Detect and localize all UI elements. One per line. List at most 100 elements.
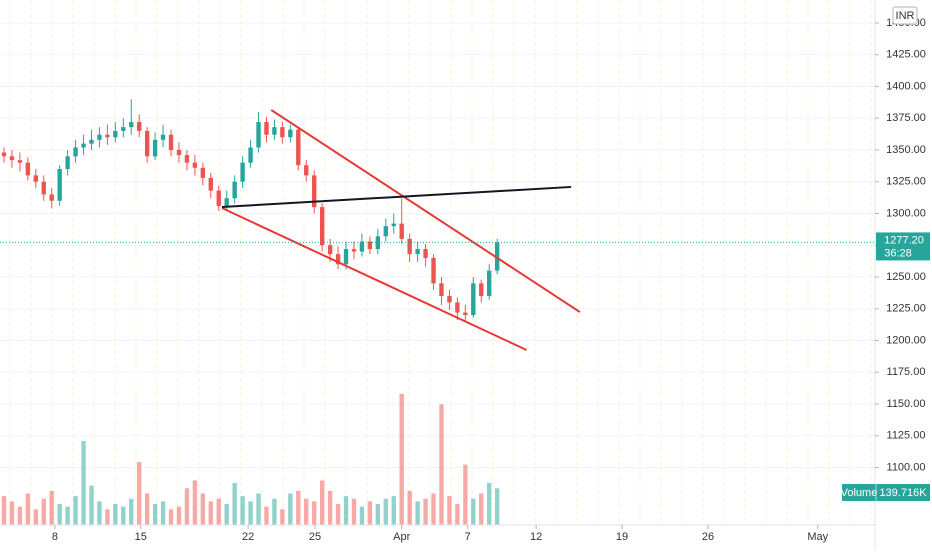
candle-body <box>168 134 174 150</box>
volume-bar <box>256 493 261 525</box>
candle-body <box>423 249 428 258</box>
candle-body <box>17 160 23 163</box>
x-tick-label: 7 <box>465 531 471 543</box>
volume-bar <box>494 488 500 525</box>
volume-bar <box>439 404 444 525</box>
last-price-label: 1277.20 <box>884 234 924 246</box>
volume-bar <box>144 493 150 525</box>
volume-bar <box>160 501 166 525</box>
candle-body <box>1 152 7 157</box>
currency: INR <box>896 10 915 22</box>
candle-body <box>65 156 70 170</box>
candle-body <box>296 129 301 166</box>
x-tick-label: 8 <box>52 531 58 543</box>
volume-bar <box>184 488 190 525</box>
candle-body <box>121 127 126 131</box>
countdown: 36:28 <box>884 247 912 259</box>
volume-bar <box>351 498 357 525</box>
volume-bar <box>304 498 309 525</box>
y-tick-label: 1150.00 <box>887 398 926 410</box>
y-tick-label: 1350.00 <box>886 144 926 156</box>
candle-body <box>399 223 404 239</box>
candle-body <box>25 162 31 176</box>
volume-bar <box>129 498 134 525</box>
volume-bar <box>375 504 381 525</box>
x-tick-label: 15 <box>135 531 147 543</box>
y-tick-label: 1400.00 <box>886 80 926 92</box>
candle-body <box>455 302 460 313</box>
volume-bar <box>431 493 436 525</box>
volume-bar <box>280 509 285 525</box>
y-tick-label: 1250.00 <box>886 271 926 283</box>
last-price-box <box>876 232 930 261</box>
volume-label-box <box>842 484 930 501</box>
candle-body <box>240 162 245 182</box>
currency-box[interactable] <box>892 6 918 25</box>
volume-bar <box>471 498 476 525</box>
candle-body <box>431 257 436 284</box>
volume-bar <box>65 506 70 525</box>
candle-body <box>208 177 213 191</box>
candle-body <box>447 296 452 303</box>
trend-line <box>221 185 572 209</box>
candle-body <box>200 167 206 178</box>
candle-body <box>105 134 110 138</box>
candle-body <box>494 242 500 271</box>
volume-bar <box>415 501 420 525</box>
trend-line <box>270 109 581 313</box>
volume-bar <box>327 490 333 525</box>
volume-bar <box>168 509 174 525</box>
candle-body <box>232 181 237 199</box>
candle-body <box>129 122 134 128</box>
candle-body <box>327 245 333 255</box>
volume-bar <box>33 509 38 525</box>
volume-bar <box>97 501 102 525</box>
volume-bar <box>487 483 492 525</box>
volume-bar <box>288 493 293 525</box>
volume-bar <box>319 480 325 525</box>
y-tick-label: 1325.00 <box>886 176 926 188</box>
y-tick-label: 1425.00 <box>886 49 926 61</box>
x-tick-label: 26 <box>702 531 714 543</box>
volume-bar <box>296 490 301 525</box>
volume-bar <box>240 496 245 525</box>
y-tick-label: 1375.00 <box>886 112 926 124</box>
candle-body <box>367 241 373 250</box>
x-tick-label: 19 <box>616 531 628 543</box>
candle-body <box>57 169 62 201</box>
candle-body <box>97 134 102 140</box>
candle-body <box>391 223 396 227</box>
volume-bar <box>216 498 221 525</box>
volume-bar <box>248 501 253 525</box>
candle-body <box>41 181 46 195</box>
candle-body <box>335 254 341 265</box>
x-tick-label: 12 <box>530 531 542 543</box>
volume-bar <box>192 480 198 525</box>
candle-body <box>152 139 158 157</box>
volume-bar <box>383 498 388 525</box>
volume-bar <box>312 501 317 525</box>
y-tick-label: 1100.00 <box>887 461 926 473</box>
candle-body <box>9 156 15 161</box>
candle-body <box>359 241 365 252</box>
volume-bar <box>399 393 404 525</box>
candle-body <box>343 249 349 265</box>
x-tick-label: May <box>807 531 828 543</box>
volume-bar <box>455 504 460 525</box>
candle-body <box>248 147 253 163</box>
candle-body <box>351 249 357 252</box>
volume-bar <box>264 506 269 525</box>
candle-body <box>463 312 468 316</box>
volume-bar <box>463 464 468 525</box>
volume-bar <box>272 498 277 525</box>
x-tick-label: 25 <box>309 531 321 543</box>
candle-body <box>312 175 317 208</box>
volume-bar <box>73 496 78 525</box>
volume-bar <box>479 493 484 525</box>
volume-bar <box>137 462 142 525</box>
candle-body <box>176 149 182 156</box>
x-tick-label: 22 <box>242 531 254 543</box>
candle-body <box>49 194 54 201</box>
